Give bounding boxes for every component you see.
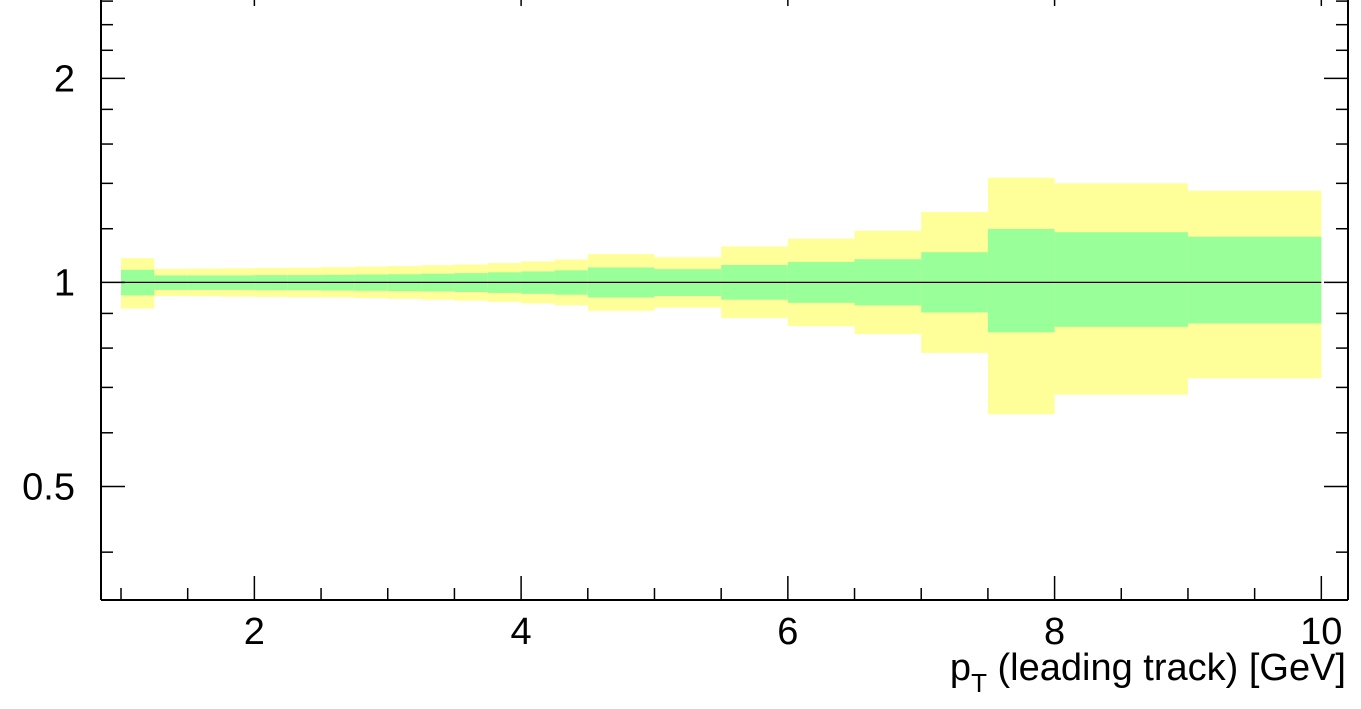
x-axis-title-main: p [950,647,971,689]
inner-band-bin-21 [987,228,1055,333]
x-axis-title-rest: (leading track) [GeV] [987,647,1346,689]
x-tick-label: 2 [244,611,265,653]
y-tick-label: 2 [54,58,75,100]
y-tick-label: 0.5 [22,466,75,508]
x-tick-label: 10 [1300,611,1342,653]
inner-band-bin-22 [1054,232,1188,327]
x-tick-label: 4 [511,611,532,653]
y-tick-label: 1 [54,262,75,304]
x-tick-label: 8 [1044,611,1065,653]
x-tick-label: 6 [777,611,798,653]
plot-frame [100,0,1349,601]
x-axis-title: pT (leading track) [GeV] [950,647,1346,698]
x-axis-title-subscript: T [971,668,987,698]
axis-ticks [101,0,1348,600]
axis-tick-labels: 2 4 6 8 10 0.5 1 2 [22,58,1342,653]
inner-band-bin-23 [1187,236,1322,324]
uncertainty-bands [121,177,1322,415]
